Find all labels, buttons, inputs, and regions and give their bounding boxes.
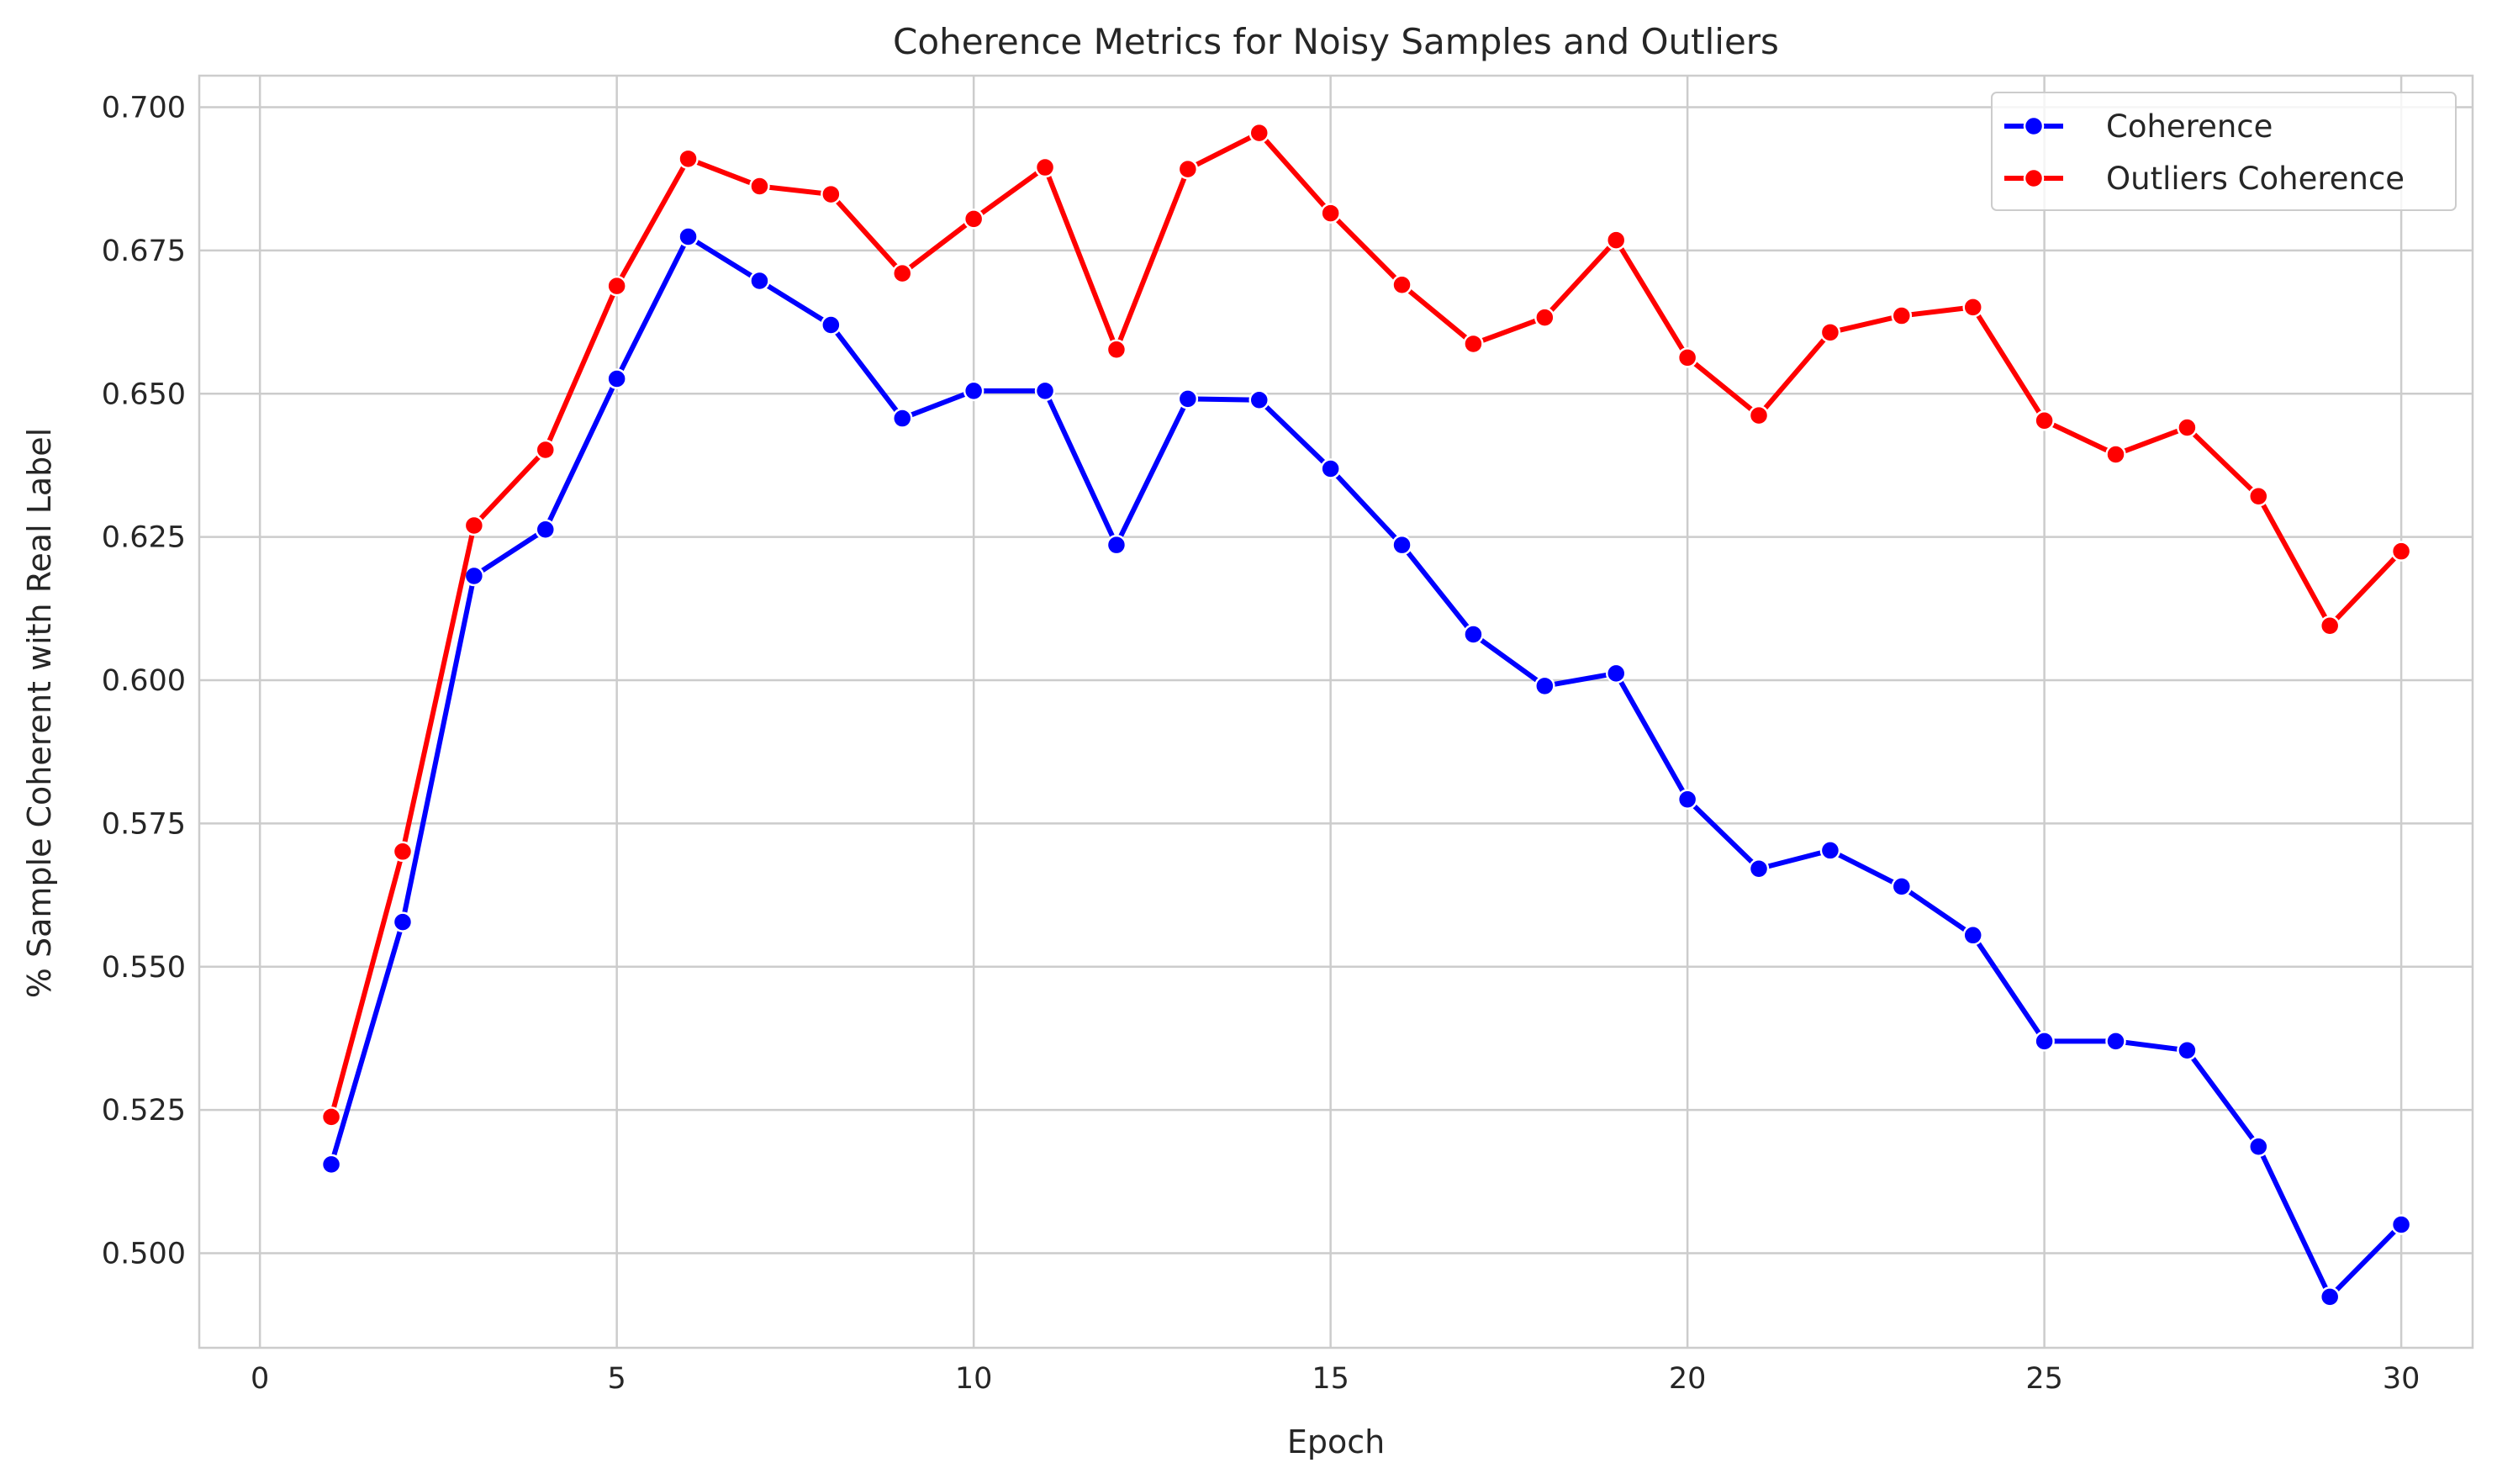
plot-frame — [198, 74, 2474, 1349]
data-point — [320, 1154, 342, 1175]
data-point — [821, 183, 842, 205]
data-point — [678, 148, 699, 170]
data-point — [1463, 624, 1484, 645]
y-tick-label: 0.550 — [102, 951, 186, 985]
data-point — [1034, 156, 1056, 178]
series-line — [329, 234, 2405, 1300]
data-point — [1320, 203, 1341, 224]
data-point — [2177, 417, 2198, 438]
data-point — [1676, 789, 1698, 811]
tick-labels: 0 5 10 15 20 25 30 0.500 0.525 0.550 0.575 0.600 0.6… — [102, 91, 2420, 1396]
data-point — [463, 515, 485, 536]
data-point — [2034, 1031, 2055, 1052]
y-axis-label: % Sample Coherent with Real Label — [21, 428, 58, 998]
x-tick-label: 25 — [2025, 1362, 2063, 1396]
data-point — [2319, 1286, 2341, 1307]
data-point — [1676, 347, 1698, 368]
series-coherence — [320, 226, 2412, 1307]
data-point — [606, 368, 627, 389]
series-line — [329, 130, 2405, 1120]
data-point — [392, 841, 414, 863]
data-point — [821, 314, 842, 335]
data-point — [2390, 1214, 2412, 1235]
data-point — [2105, 444, 2126, 465]
legend-items: Coherence Outliers Coherence — [2004, 108, 2405, 197]
x-axis-label: Epoch — [1287, 1423, 1385, 1460]
grid — [199, 76, 2473, 1348]
data-point — [1248, 389, 1270, 410]
y-tick-label: 0.575 — [102, 807, 186, 841]
x-tick-label: 30 — [2383, 1362, 2420, 1396]
y-tick-label: 0.675 — [102, 235, 186, 268]
data-point — [1177, 158, 1199, 180]
data-point — [1534, 307, 1555, 328]
chart-title: Coherence Metrics for Noisy Samples and … — [893, 21, 1779, 62]
data-point — [2248, 1136, 2269, 1158]
x-tick-label: 20 — [1669, 1362, 1707, 1396]
data-point — [1534, 675, 1555, 697]
data-point — [535, 439, 557, 461]
data-point — [1748, 858, 1770, 879]
data-point — [2319, 615, 2341, 636]
series-layer — [320, 122, 2412, 1307]
data-point — [2248, 485, 2269, 507]
legend-swatch-marker — [2023, 167, 2045, 189]
x-tick-label: 5 — [608, 1362, 626, 1396]
legend: Coherence Outliers Coherence — [1991, 92, 2457, 211]
legend-swatch-marker — [2023, 115, 2045, 137]
y-tick-label: 0.650 — [102, 378, 186, 411]
data-point — [1463, 333, 1484, 355]
data-point — [963, 209, 985, 230]
data-point — [2177, 1040, 2198, 1061]
data-point — [392, 911, 414, 932]
data-point — [749, 270, 770, 292]
legend-label: Coherence — [2106, 108, 2273, 145]
y-tick-label: 0.700 — [102, 91, 186, 124]
data-point — [678, 226, 699, 247]
data-point — [1748, 404, 1770, 426]
x-tick-label: 15 — [1312, 1362, 1349, 1396]
data-point — [963, 380, 985, 402]
y-tick-label: 0.500 — [102, 1238, 186, 1271]
data-point — [1034, 380, 1056, 402]
x-tick-label: 0 — [251, 1362, 269, 1396]
data-point — [1891, 305, 1913, 326]
data-point — [463, 565, 485, 587]
data-point — [1177, 388, 1199, 409]
data-point — [1605, 230, 1627, 251]
data-point — [320, 1106, 342, 1128]
data-point — [2105, 1031, 2126, 1052]
data-point — [1962, 297, 1983, 318]
data-point — [1605, 663, 1627, 684]
legend-label: Outliers Coherence — [2106, 161, 2405, 197]
data-point — [1819, 840, 1841, 861]
data-point — [891, 262, 913, 284]
data-point — [1891, 876, 1913, 897]
data-point — [1391, 274, 1412, 296]
legend-box — [1991, 92, 2457, 211]
data-point — [2034, 410, 2055, 431]
data-point — [1962, 925, 1983, 946]
data-point — [1106, 339, 1127, 361]
series-outliers-coherence — [320, 122, 2412, 1128]
data-point — [1819, 322, 1841, 343]
data-point — [1248, 122, 1270, 144]
data-point — [891, 408, 913, 429]
data-point — [1320, 458, 1341, 479]
data-point — [2390, 541, 2412, 562]
y-tick-label: 0.625 — [102, 521, 186, 555]
data-point — [606, 275, 627, 297]
data-point — [1391, 534, 1412, 556]
data-point — [1106, 534, 1127, 556]
data-point — [749, 176, 770, 197]
y-tick-label: 0.600 — [102, 664, 186, 698]
y-tick-label: 0.525 — [102, 1094, 186, 1128]
x-tick-label: 10 — [955, 1362, 993, 1396]
data-point — [535, 519, 557, 541]
